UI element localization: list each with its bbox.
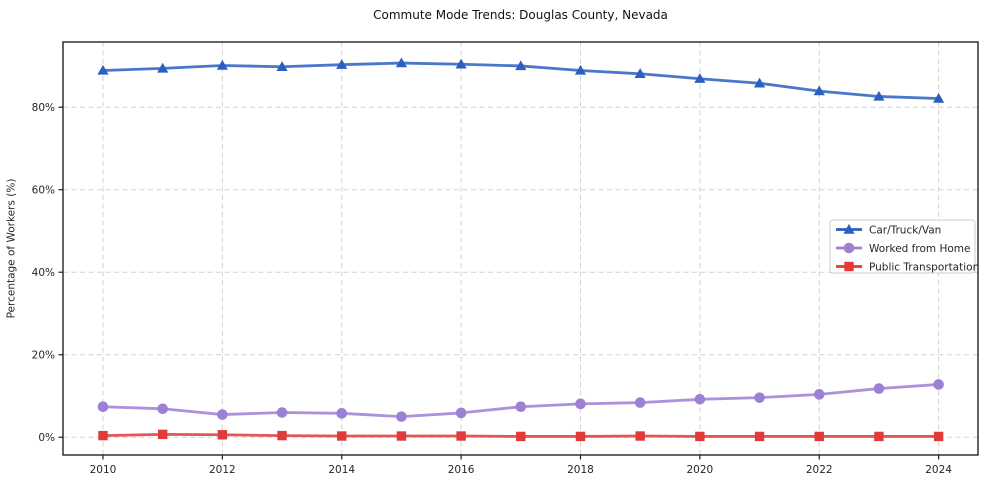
- triangle-marker-icon: [216, 59, 228, 70]
- y-tick-label: 0%: [38, 432, 55, 444]
- circle-marker-icon: [933, 379, 944, 390]
- square-marker-icon: [396, 431, 407, 441]
- x-tick-label: 2022: [806, 464, 833, 476]
- triangle-marker-icon: [276, 61, 288, 71]
- triangle-marker-icon: [395, 57, 408, 68]
- square-marker-icon: [337, 431, 347, 441]
- legend: Car/Truck/Van Worked from Home Public Tran…: [829, 219, 979, 274]
- square-marker-icon: [516, 431, 526, 442]
- triangle-marker-icon: [157, 62, 169, 73]
- circle-marker-icon: [455, 407, 467, 419]
- triangle-marker-icon: [694, 73, 706, 83]
- circle-marker-icon: [217, 409, 228, 420]
- triangle-marker-icon: [813, 85, 825, 96]
- chart-title: Commute Mode Trends: Douglas County, Nev…: [373, 8, 668, 22]
- triangle-marker-icon: [933, 92, 945, 103]
- circle-marker-icon: [575, 398, 586, 410]
- x-tick-label: 2014: [328, 464, 355, 476]
- series-worked-from-home: [97, 379, 944, 422]
- series-public-transportation: [98, 429, 944, 442]
- circle-marker-icon: [396, 411, 407, 422]
- square-marker-icon: [98, 430, 108, 441]
- square-marker-icon: [456, 431, 466, 441]
- triangle-marker-icon: [97, 64, 109, 75]
- triangle-marker-icon: [455, 58, 467, 69]
- y-tick-label: 60%: [32, 185, 55, 197]
- square-marker-icon: [933, 431, 944, 442]
- circle-marker-icon: [873, 383, 885, 394]
- legend-label-car-truck-van: Car/Truck/Van: [869, 224, 941, 236]
- square-marker-icon: [754, 431, 765, 442]
- circle-marker-icon: [276, 407, 288, 418]
- legend-label-worked-from-home: Worked from Home: [869, 243, 970, 255]
- circle-marker-icon: [754, 392, 765, 403]
- triangle-marker-icon: [574, 64, 587, 75]
- circle-marker-icon: [813, 389, 825, 400]
- triangle-marker-icon: [515, 60, 527, 71]
- square-marker-icon: [575, 431, 586, 442]
- circle-marker-icon: [515, 401, 527, 413]
- x-tick-label: 2020: [686, 464, 713, 476]
- circle-marker-icon: [336, 408, 348, 419]
- triangle-marker-icon: [336, 59, 348, 69]
- x-tick-label: 2018: [567, 464, 594, 476]
- x-tick-label: 2010: [90, 464, 117, 476]
- square-marker-icon: [874, 431, 884, 442]
- y-axis-label: Percentage of Workers (%): [6, 179, 18, 319]
- y-tick-label: 20%: [32, 350, 55, 362]
- y-tick-label: 80%: [32, 102, 55, 114]
- series-car-truck-van: [97, 57, 945, 103]
- square-marker-icon: [695, 431, 705, 442]
- x-tick-label: 2012: [209, 464, 236, 476]
- legend-label-public-transportation: Public Transportation: [869, 261, 979, 273]
- square-marker-icon: [157, 429, 168, 440]
- circle-marker-icon: [97, 401, 109, 413]
- square-marker-icon: [217, 430, 228, 440]
- circle-marker-icon: [694, 394, 706, 405]
- triangle-marker-icon: [843, 223, 855, 234]
- y-tick-label: 40%: [32, 267, 55, 279]
- square-marker-icon: [814, 431, 824, 442]
- plot-frame: [62, 41, 979, 456]
- square-marker-icon: [635, 431, 645, 441]
- circle-marker-icon: [157, 403, 168, 415]
- square-marker-icon: [844, 261, 854, 272]
- triangle-marker-icon: [634, 68, 646, 78]
- legend-box: [829, 219, 976, 274]
- circle-marker-icon: [843, 242, 855, 254]
- circle-marker-icon: [634, 397, 646, 408]
- square-marker-icon: [277, 430, 287, 441]
- triangle-marker-icon: [753, 77, 766, 88]
- gridlines: [63, 42, 978, 455]
- x-tick-label: 2024: [925, 464, 952, 476]
- triangle-marker-icon: [873, 90, 885, 101]
- x-tick-label: 2016: [448, 464, 475, 476]
